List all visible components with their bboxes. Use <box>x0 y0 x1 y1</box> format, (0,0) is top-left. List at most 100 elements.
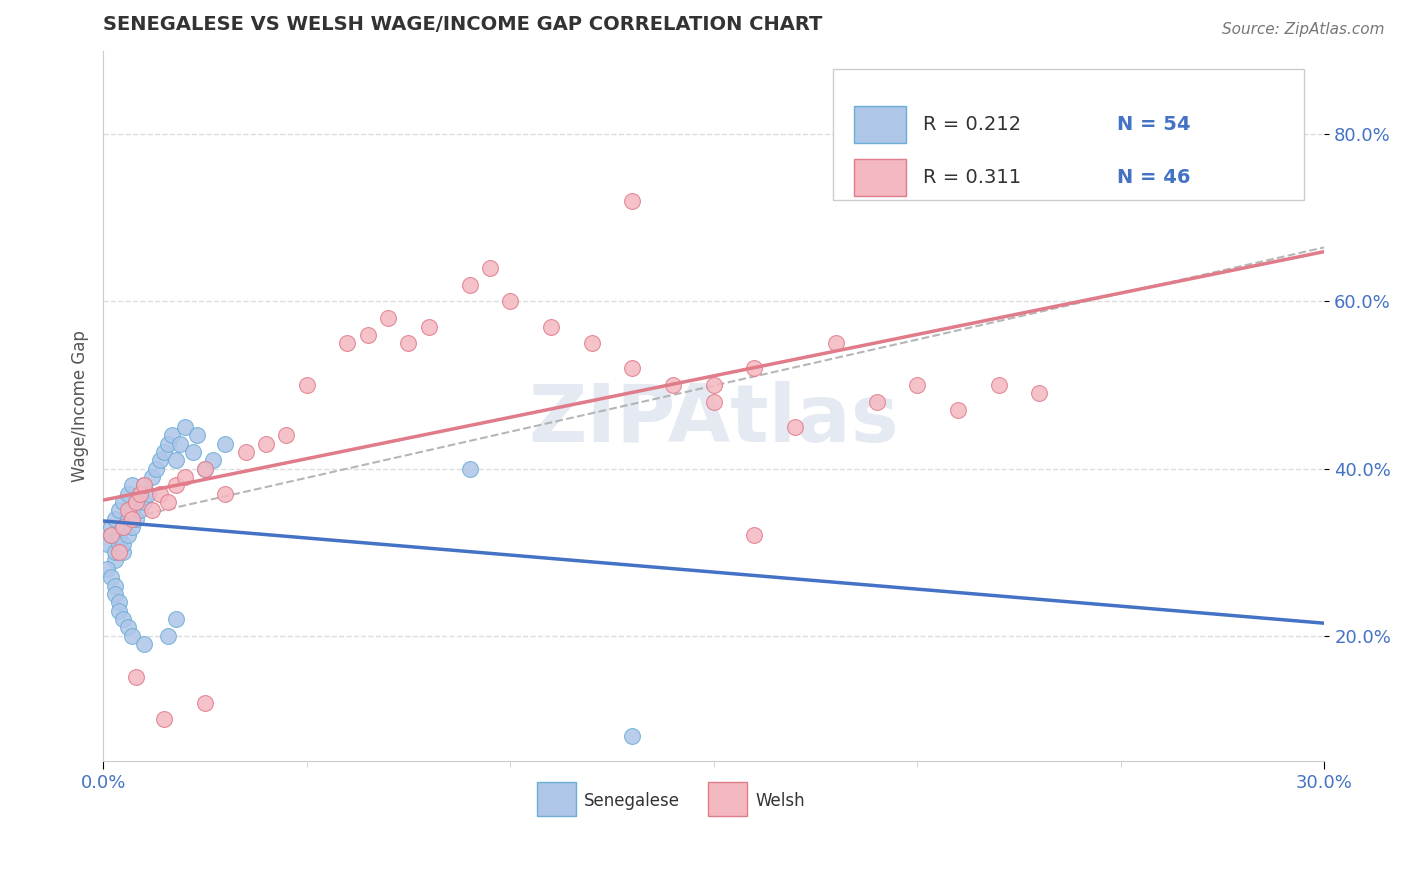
Point <box>173 470 195 484</box>
Point <box>128 503 150 517</box>
Point <box>100 520 122 534</box>
Point <box>478 261 501 276</box>
Text: N = 54: N = 54 <box>1116 115 1191 134</box>
Text: ZIPAtlas: ZIPAtlas <box>529 381 900 459</box>
Point <box>128 486 150 500</box>
Point <box>194 696 217 710</box>
Point <box>141 470 163 484</box>
Point <box>162 428 184 442</box>
Point <box>141 503 163 517</box>
Point <box>987 378 1010 392</box>
Point <box>125 495 148 509</box>
Point <box>214 436 236 450</box>
Point <box>145 461 167 475</box>
Point <box>165 478 187 492</box>
Text: R = 0.212: R = 0.212 <box>922 115 1021 134</box>
FancyBboxPatch shape <box>834 69 1303 200</box>
Point <box>946 403 969 417</box>
FancyBboxPatch shape <box>707 782 747 816</box>
Point <box>357 327 380 342</box>
Point <box>621 361 644 376</box>
FancyBboxPatch shape <box>855 160 905 196</box>
Point <box>104 512 127 526</box>
Point <box>108 604 131 618</box>
Point <box>662 378 685 392</box>
Text: Source: ZipAtlas.com: Source: ZipAtlas.com <box>1222 22 1385 37</box>
Point <box>276 428 298 442</box>
Point <box>165 612 187 626</box>
Point <box>121 503 143 517</box>
Point <box>165 453 187 467</box>
Point <box>108 503 131 517</box>
Point <box>100 528 122 542</box>
Point <box>100 570 122 584</box>
Text: N = 46: N = 46 <box>1116 169 1191 187</box>
Point <box>202 453 225 467</box>
Point <box>117 503 139 517</box>
Point <box>112 495 135 509</box>
Point <box>96 562 118 576</box>
Point <box>132 637 155 651</box>
Point <box>112 612 135 626</box>
Point <box>621 729 644 743</box>
Point <box>235 445 257 459</box>
Text: Welsh: Welsh <box>755 792 804 811</box>
Point <box>194 461 217 475</box>
Point <box>214 486 236 500</box>
Point <box>581 336 603 351</box>
Point <box>157 629 180 643</box>
Point <box>121 520 143 534</box>
Point <box>108 528 131 542</box>
Point <box>703 394 725 409</box>
Point <box>108 595 131 609</box>
Point <box>173 419 195 434</box>
Point <box>703 378 725 392</box>
Point <box>153 712 176 726</box>
Point <box>125 495 148 509</box>
Point <box>108 545 131 559</box>
Point <box>905 378 928 392</box>
Point <box>1028 386 1050 401</box>
Point <box>112 545 135 559</box>
Point <box>458 277 481 292</box>
Point <box>785 419 807 434</box>
Y-axis label: Wage/Income Gap: Wage/Income Gap <box>72 330 89 482</box>
Point <box>112 537 135 551</box>
Point <box>157 495 180 509</box>
Point <box>104 545 127 559</box>
Point <box>825 336 848 351</box>
Point <box>418 319 440 334</box>
Text: Senegalese: Senegalese <box>585 792 681 811</box>
Point <box>865 394 887 409</box>
Point <box>744 361 766 376</box>
Point <box>295 378 318 392</box>
Point <box>121 512 143 526</box>
Point <box>125 512 148 526</box>
Point <box>157 436 180 450</box>
Point <box>621 194 644 209</box>
Point <box>540 319 562 334</box>
Point <box>117 486 139 500</box>
Point <box>104 587 127 601</box>
FancyBboxPatch shape <box>855 106 905 143</box>
Point <box>96 537 118 551</box>
Point <box>132 495 155 509</box>
Point <box>121 478 143 492</box>
Point <box>136 486 159 500</box>
Point <box>169 436 191 450</box>
Point <box>398 336 420 351</box>
Point <box>104 553 127 567</box>
Point <box>194 461 217 475</box>
Point <box>186 428 208 442</box>
Point <box>117 528 139 542</box>
Point <box>181 445 204 459</box>
FancyBboxPatch shape <box>537 782 576 816</box>
Point <box>125 670 148 684</box>
Point <box>121 629 143 643</box>
Point <box>128 486 150 500</box>
Point <box>112 520 135 534</box>
Text: R = 0.311: R = 0.311 <box>922 169 1021 187</box>
Point <box>104 578 127 592</box>
Point <box>377 311 399 326</box>
Point <box>112 520 135 534</box>
